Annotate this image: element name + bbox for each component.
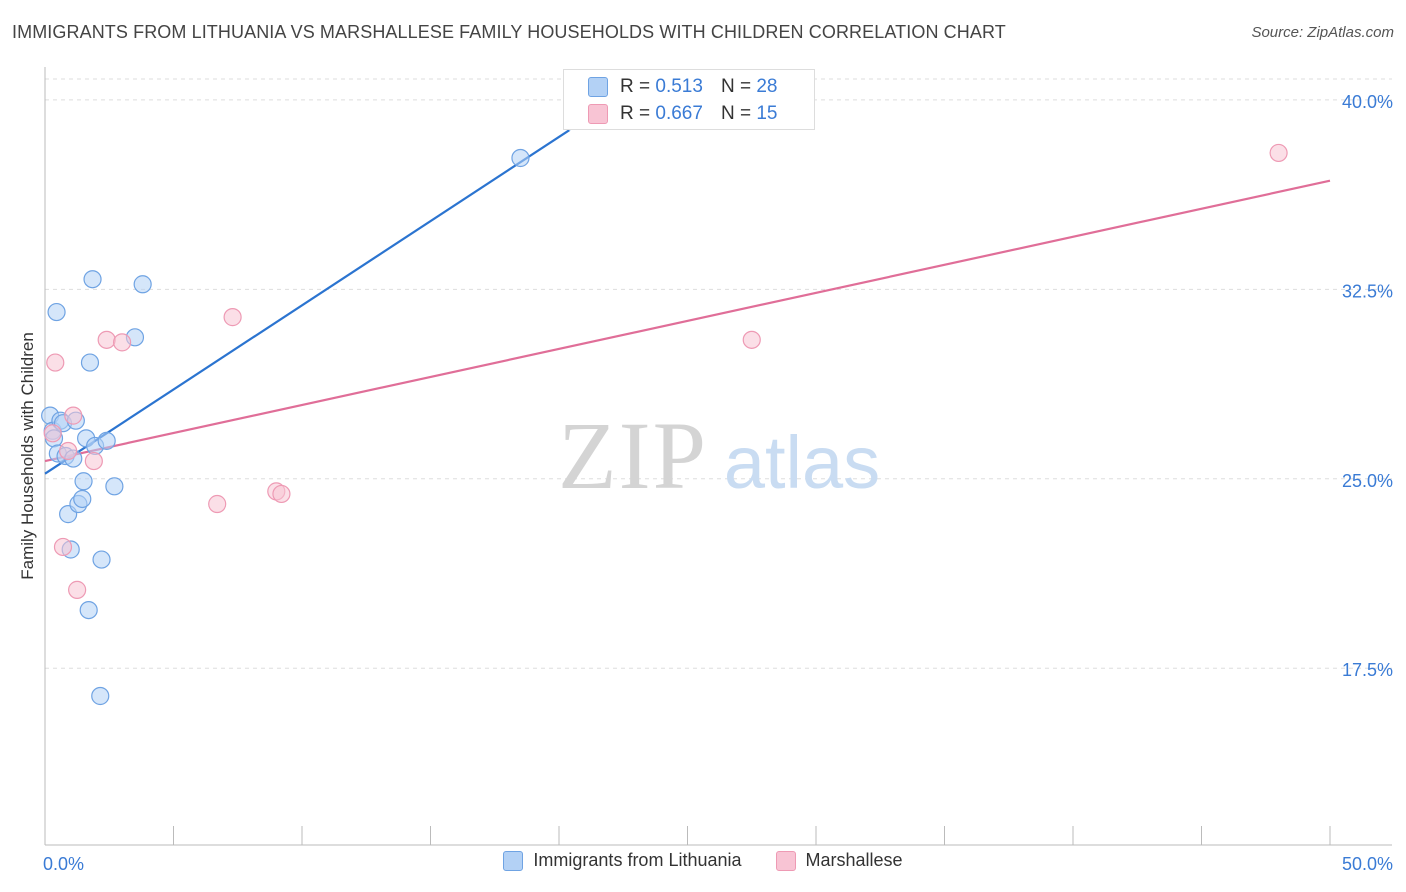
lithuania-point [79,600,98,620]
data-points [41,143,1288,706]
lithuania-point [133,275,152,294]
marshallese-point [53,537,73,557]
marshallese-point [59,441,78,461]
r-label: R = [620,76,651,97]
lithuania-point [92,550,111,569]
y-tick-label: 25.0% [1342,471,1393,491]
legend-item-lithuania[interactable]: Immigrants from Lithuania [503,850,742,871]
y-tick-label: 40.0% [1342,92,1393,112]
watermark: ZIP atlas [558,402,880,509]
lithuania-point [73,489,92,509]
marshallese-point [68,580,87,599]
tick-labels: 17.5% 25.0% 32.5% 40.0% 0.0% 50.0% [43,92,1393,874]
lithuania-point [74,472,93,491]
x-tick-label: 50.0% [1342,854,1393,874]
lithuania-point [511,148,530,168]
stats-legend-row-lithuania: R = 0.513 N = 28 [588,74,777,100]
r-value: 0.667 [655,103,703,124]
marshallese-point [97,330,116,349]
marshallese-point [223,308,242,327]
watermark-zip: ZIP [558,402,708,509]
legend-item-marshallese[interactable]: Marshallese [775,850,903,871]
marshallese-point [112,333,132,352]
lithuania-point [97,431,116,450]
r-value: 0.513 [655,76,703,97]
marshallese-point [64,406,83,425]
x-tick-label: 0.0% [43,854,84,874]
lithuania-point [91,686,110,706]
marshallese-point [742,330,761,349]
lithuania-point [47,302,66,322]
lithuania-point [80,353,100,372]
legend-label-marshallese: Marshallese [805,850,903,870]
chart-source: Source: ZipAtlas.com [1251,24,1394,41]
marshallese-point [46,353,65,372]
legend-label-lithuania: Immigrants from Lithuania [533,850,742,870]
n-value: 15 [756,103,778,124]
gridlines [45,78,1392,669]
marshallese-point [208,494,227,514]
marshallese-swatch [588,104,608,124]
n-label: N = [720,76,752,97]
n-label: N = [720,103,752,124]
marshallese-point [43,424,62,443]
y-tick-label: 17.5% [1342,660,1393,680]
lithuania-point [83,270,102,289]
stats-legend-row-marshallese: R = 0.667 N = 15 [588,101,777,127]
y-tick-label: 32.5% [1342,281,1393,301]
trend-line-marshallese [44,179,1331,463]
series-legend: Immigrants from Lithuania Marshallese [0,850,1406,871]
stats-legend: R = 0.513 N = 28 R = 0.667 N = 15 [563,69,815,130]
lithuania-legend-swatch [503,850,524,871]
lithuania-swatch [588,77,608,97]
r-label: R = [620,103,651,124]
chart-title: IMMIGRANTS FROM LITHUANIA VS MARSHALLESE… [12,22,1006,42]
axes [44,67,1392,846]
marshallese-legend-swatch [775,850,796,871]
marshallese-point [1269,143,1288,163]
trend-line-lithuania [44,129,570,475]
marshallese-point [84,451,103,471]
marshallese-point [272,484,291,504]
n-value: 28 [756,76,778,97]
watermark-atlas: atlas [724,421,880,504]
lithuania-point [105,477,124,496]
